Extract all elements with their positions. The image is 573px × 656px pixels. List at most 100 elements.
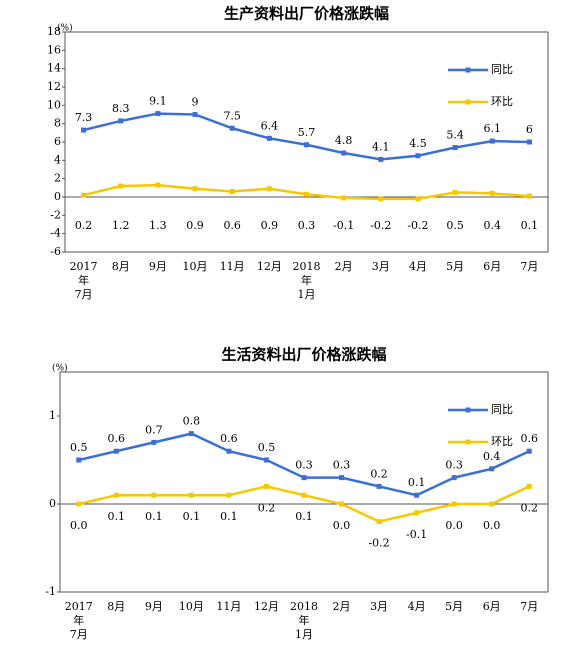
point <box>229 125 235 131</box>
point <box>526 448 532 454</box>
data-label: 0.1 <box>145 510 163 523</box>
y-unit: (%) <box>57 23 73 34</box>
point <box>113 448 119 454</box>
point <box>263 483 269 489</box>
data-label: 0.3 <box>298 219 316 232</box>
point <box>376 483 382 489</box>
data-label: 0.5 <box>258 441 276 454</box>
point <box>151 439 157 445</box>
data-label: 0.4 <box>483 450 501 463</box>
data-label: 6.4 <box>261 119 279 132</box>
x-tick-label: 5月 <box>445 600 464 613</box>
point <box>526 193 532 199</box>
point <box>76 501 82 507</box>
data-label: 0.9 <box>186 219 204 232</box>
data-label: 0.6 <box>223 219 241 232</box>
y-unit: (%) <box>52 363 68 374</box>
x-tick-label: 8月 <box>107 600 126 613</box>
x-tick-label: 2月 <box>334 260 353 273</box>
x-tick-label: 2月 <box>332 600 351 613</box>
point <box>226 448 232 454</box>
y-tick-label: -2 <box>50 208 61 221</box>
point <box>81 192 87 198</box>
data-label: 0.2 <box>75 219 93 232</box>
legend-marker <box>465 67 471 73</box>
legend-label: 环比 <box>491 95 513 108</box>
point <box>229 189 235 194</box>
y-tick-label: 2 <box>54 172 61 185</box>
data-label: 0.1 <box>408 476 426 489</box>
x-tick-label: 5月 <box>446 260 465 273</box>
plot-frame <box>59 371 549 593</box>
x-tick-label: 4月 <box>408 260 427 273</box>
x-tick-label: 12月 <box>253 600 279 613</box>
point <box>378 156 384 162</box>
legend-label: 同比 <box>491 63 513 76</box>
point <box>341 195 347 201</box>
data-label: 0.3 <box>295 459 313 472</box>
data-label: 0.0 <box>483 519 501 532</box>
y-tick-label: 16 <box>47 43 61 56</box>
y-tick-label: 14 <box>47 62 61 75</box>
y-tick-label: 4 <box>54 153 61 166</box>
point <box>226 492 232 498</box>
point <box>489 466 495 472</box>
point <box>113 492 119 498</box>
data-label: 1.2 <box>112 219 130 232</box>
y-tick-label: 8 <box>54 117 61 130</box>
point <box>266 186 272 192</box>
point <box>452 145 458 150</box>
point <box>304 142 309 148</box>
data-label: 0.2 <box>258 501 276 514</box>
data-label: 0.1 <box>220 510 238 523</box>
x-tick-label: 10月 <box>178 600 204 613</box>
x-tick-label: 2017 年 7月 <box>69 260 98 301</box>
x-tick-label: 3月 <box>371 260 390 273</box>
point <box>151 492 157 498</box>
data-label: 9 <box>192 96 199 109</box>
point <box>526 483 532 489</box>
y-tick-label: 0 <box>54 190 61 203</box>
data-label: 0.3 <box>333 459 351 472</box>
point <box>415 153 421 159</box>
data-label: 7.3 <box>75 111 93 124</box>
x-tick-label: 3月 <box>370 600 389 613</box>
data-label: 5.4 <box>446 129 464 142</box>
data-label: 0.0 <box>445 519 463 532</box>
x-tick-label: 2017 年 7月 <box>64 600 93 641</box>
data-label: 4.5 <box>409 137 427 150</box>
x-tick-label: 11月 <box>216 600 242 613</box>
data-label: 8.3 <box>112 102 130 115</box>
point <box>301 475 307 481</box>
data-label: 0.8 <box>183 415 201 428</box>
x-tick-label: 4月 <box>407 600 426 613</box>
data-label: 0.6 <box>520 432 538 445</box>
x-tick-label: 9月 <box>144 600 163 613</box>
y-tick-label: 12 <box>47 80 61 93</box>
data-label: 0.6 <box>220 432 238 445</box>
chart-title: 生产资料出厂价格涨跌幅 <box>224 5 389 23</box>
data-label: 7.5 <box>223 109 241 122</box>
y-tick-label: 6 <box>54 135 61 148</box>
point <box>451 475 457 481</box>
data-label: 4.8 <box>335 134 353 147</box>
point <box>192 186 198 192</box>
x-tick-label: 2018 年 1月 <box>290 600 318 641</box>
point <box>155 111 161 117</box>
y-tick-label: -1 <box>45 585 56 598</box>
point <box>304 191 309 197</box>
point <box>414 492 420 498</box>
point <box>376 519 382 525</box>
y-tick-label: -4 <box>50 227 61 240</box>
legend-label: 环比 <box>491 435 513 448</box>
y-tick-label: 0 <box>49 497 56 510</box>
point <box>188 431 194 437</box>
point <box>188 492 194 498</box>
data-label: 5.7 <box>298 126 316 139</box>
x-tick-label: 7月 <box>520 260 539 273</box>
data-label: 0.1 <box>183 510 201 523</box>
point <box>118 118 124 124</box>
point <box>192 112 198 117</box>
